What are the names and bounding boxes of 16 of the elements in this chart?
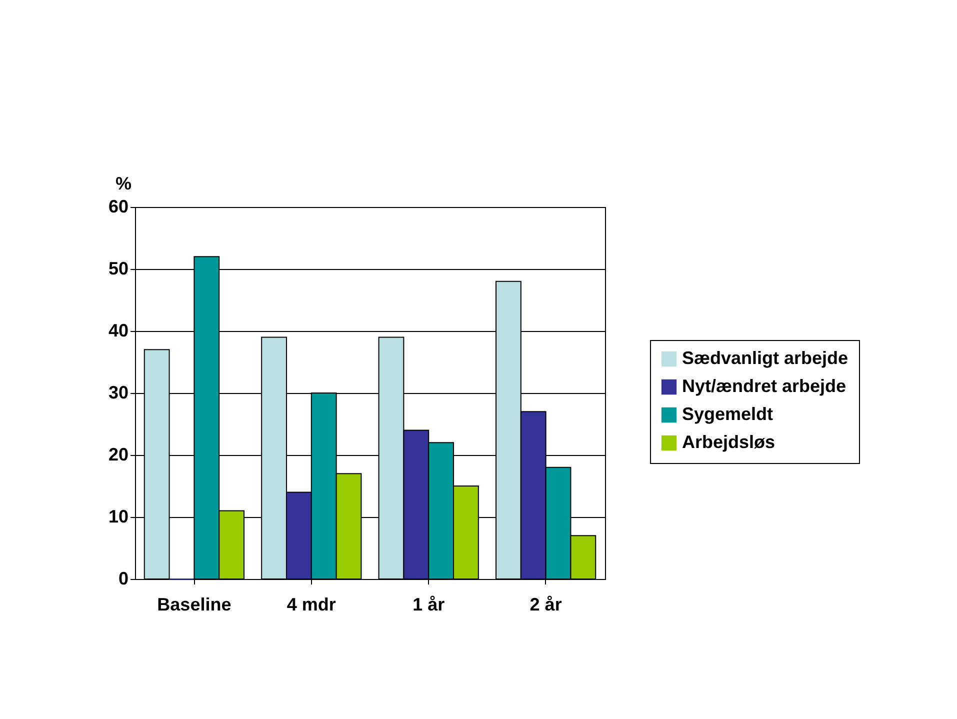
x-tick-label: 4 mdr [286, 594, 336, 614]
legend-label: Sædvanligt arbejde [682, 348, 848, 368]
x-tick-label: 1 år [412, 594, 445, 614]
y-tick-label: 50 [108, 258, 128, 278]
y-tick-label: 10 [108, 506, 128, 526]
legend-label: Arbejdsløs [682, 432, 776, 452]
y-axis-title: % [115, 174, 132, 194]
legend-label: Nyt/ændret arbejde [682, 376, 846, 396]
y-tick-label: 40 [108, 320, 128, 340]
y-tick-label: 60 [108, 196, 128, 216]
y-tick-label: 30 [108, 382, 128, 402]
x-tick-label: Baseline [157, 594, 232, 614]
x-tick-label: 2 år [530, 594, 562, 614]
legend-label: Sygemeldt [682, 404, 774, 424]
y-tick-label: 20 [108, 444, 128, 464]
y-tick-label: 0 [118, 568, 128, 588]
